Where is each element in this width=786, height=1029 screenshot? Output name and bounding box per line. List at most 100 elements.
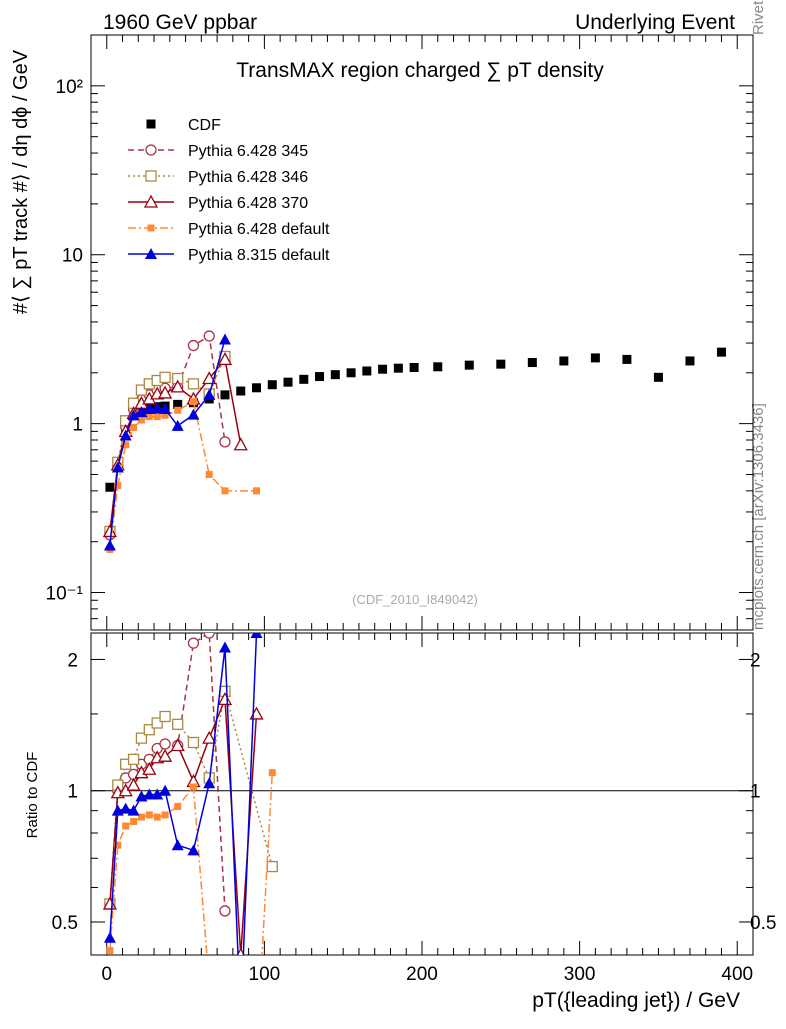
data-point	[409, 362, 419, 372]
data-point	[205, 470, 213, 478]
data-point	[217, 352, 233, 366]
data-point	[159, 371, 171, 383]
watermark: (CDF_2010_I849042)	[352, 592, 478, 607]
ratio-point	[187, 736, 200, 749]
data-point	[130, 423, 138, 431]
ratio-point	[142, 761, 157, 775]
legend-marker	[147, 224, 155, 232]
ratio-point	[106, 947, 114, 955]
main-plot-title: TransMAX region charged ∑ pT density	[236, 59, 604, 82]
data-point	[119, 429, 132, 441]
data-point	[685, 356, 695, 366]
legend-label: CDF	[188, 117, 221, 134]
data-point	[464, 360, 474, 370]
ratio-xtick-label: 0	[101, 964, 112, 985]
data-point	[122, 441, 130, 449]
main-ytick-label: 10²	[56, 77, 83, 98]
ratio-point	[119, 802, 132, 814]
data-point	[187, 408, 200, 420]
legend-item: Pythia 6.428 345	[128, 143, 308, 160]
legend-item: CDF	[146, 117, 221, 134]
ratio-point	[202, 730, 217, 744]
data-point	[145, 413, 153, 421]
ratio-point	[161, 811, 169, 819]
series-pythia-8-315-default	[103, 333, 231, 551]
ratio-point	[127, 804, 140, 816]
x-axis-label: pT({leading jet}) / GeV	[532, 989, 740, 1012]
main-ytick-label: 10⁻¹	[46, 584, 84, 605]
data-point	[157, 385, 173, 399]
main-y-axis-label: #⟨ ∑ pT track #⟩ / dη dϕ / GeV	[10, 49, 32, 314]
data-point	[393, 363, 403, 373]
data-point	[202, 371, 217, 385]
ratio-ytick-label: 2	[67, 650, 78, 671]
ratio-point	[153, 813, 161, 821]
ratio-line	[109, 772, 274, 955]
data-point	[527, 358, 537, 368]
data-point	[378, 364, 388, 374]
data-point	[496, 359, 506, 369]
ratio-ytick-label-right: 2	[750, 650, 761, 671]
data-point	[159, 403, 172, 415]
ratio-point	[159, 784, 172, 796]
data-point	[187, 378, 200, 390]
data-point	[267, 380, 277, 390]
ratio-point	[159, 738, 171, 750]
ratio-xtick-label: 300	[564, 964, 596, 985]
ratio-ytick-label: 0.5	[52, 913, 78, 934]
ratio-point	[114, 841, 122, 849]
data-point	[559, 356, 569, 366]
ratio-point	[130, 818, 138, 826]
ratio-point	[103, 931, 116, 943]
data-point	[170, 379, 185, 393]
data-point	[135, 406, 148, 418]
ratio-point	[203, 633, 215, 639]
data-point	[590, 353, 600, 363]
mcplots-label: mcplots.cern.ch [arXiv:1306.3436]	[750, 403, 767, 630]
legend-marker	[145, 248, 157, 259]
data-point	[135, 384, 148, 396]
data-point	[433, 362, 443, 372]
ratio-point	[218, 641, 231, 653]
ratio-point	[268, 769, 276, 777]
ratio-point	[187, 844, 200, 856]
data-point	[103, 539, 116, 551]
ratio-pythia-6-428-370	[102, 692, 264, 955]
data-point	[220, 390, 230, 400]
data-point	[283, 377, 293, 387]
main-series-group	[102, 330, 726, 553]
main-axes: 10⁻¹ 1 10 10²	[46, 34, 754, 631]
data-point	[622, 354, 632, 364]
legend-label: Pythia 8.315 default	[188, 247, 330, 264]
data-point	[143, 403, 156, 415]
data-point	[153, 413, 161, 421]
legend-label: Pythia 6.428 default	[188, 221, 330, 238]
legend-item: Pythia 6.428 default	[128, 221, 330, 238]
data-point	[161, 411, 169, 419]
ratio-point	[151, 717, 163, 729]
data-point	[362, 366, 372, 376]
data-point	[174, 406, 182, 414]
data-point	[203, 330, 215, 342]
ratio-ytick-label-right: 0.5	[750, 913, 776, 934]
data-point	[173, 399, 183, 409]
main-ytick-label: 1	[72, 415, 83, 436]
ratio-point	[171, 839, 184, 851]
data-point	[114, 482, 122, 490]
header-left: 1960 GeV ppbar	[103, 11, 257, 34]
ratio-point	[174, 803, 182, 811]
ratio-point	[127, 753, 140, 766]
ratio-xtick-label: 400	[721, 964, 753, 985]
header-right: Underlying Event	[575, 11, 735, 34]
ratio-ytick-label: 1	[67, 782, 78, 803]
ratio-point	[137, 813, 145, 821]
data-point	[171, 419, 184, 431]
ratio-pythia-8-315-default	[103, 633, 263, 955]
ratio-pythia-6-428-default	[106, 769, 276, 955]
ratio-axes: 0 100 200 300 400 0.5 0.5 1 1 2 2	[52, 632, 776, 985]
data-point	[151, 402, 164, 414]
data-point	[653, 372, 663, 382]
legend-marker	[143, 194, 159, 208]
legend-item: Pythia 8.315 default	[128, 247, 330, 264]
